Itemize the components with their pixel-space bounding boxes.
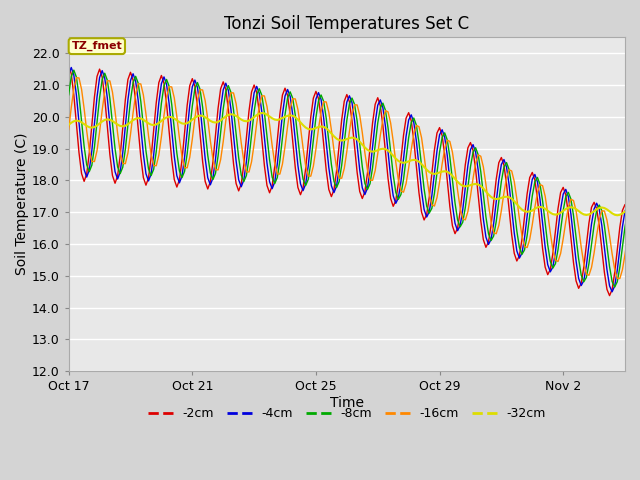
Legend: -2cm, -4cm, -8cm, -16cm, -32cm: -2cm, -4cm, -8cm, -16cm, -32cm <box>143 402 551 425</box>
X-axis label: Time: Time <box>330 396 364 410</box>
Text: TZ_fmet: TZ_fmet <box>72 41 122 51</box>
Title: Tonzi Soil Temperatures Set C: Tonzi Soil Temperatures Set C <box>224 15 469 33</box>
Y-axis label: Soil Temperature (C): Soil Temperature (C) <box>15 133 29 276</box>
